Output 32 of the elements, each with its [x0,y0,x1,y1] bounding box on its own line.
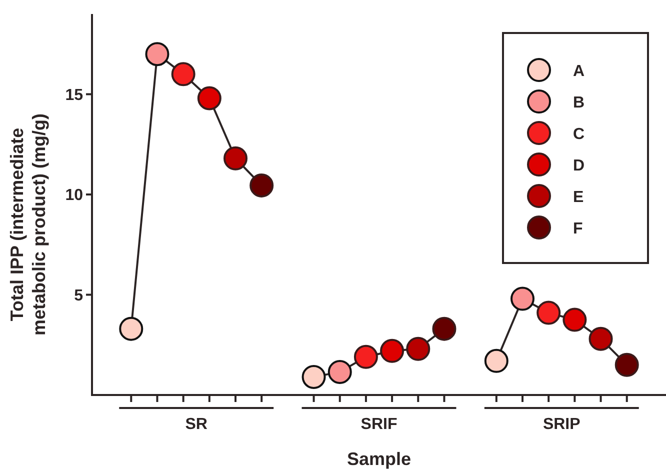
y-tick-label: 5 [74,287,84,304]
point [588,326,613,351]
point [536,300,561,325]
legend-label: F [573,220,583,238]
point [614,352,639,377]
point [406,336,430,361]
point [328,360,352,384]
legend-label: A [573,63,585,80]
y-axis-title: Total IPP (intermediate metabolic product) (mg/g) [7,114,49,336]
legend-label: E [573,189,584,206]
point [224,146,248,170]
point [484,348,508,373]
legend-label: D [573,158,585,174]
point [510,286,534,311]
x-axis-title: Sample [346,449,412,469]
point [302,364,326,389]
point [562,308,587,332]
y-tick-label: 15 [65,86,84,104]
text: SRIP [542,416,581,433]
point [380,338,404,363]
point [354,344,378,369]
legend-label: B [573,94,585,112]
point [432,316,456,341]
point [171,62,196,86]
y-tick-label: 10 [65,187,84,204]
legend-label: C [573,126,585,143]
point [145,42,170,66]
point [197,86,222,110]
point [250,173,274,198]
text: SRIF [360,416,398,433]
point [119,316,144,341]
text: SR [185,416,208,433]
